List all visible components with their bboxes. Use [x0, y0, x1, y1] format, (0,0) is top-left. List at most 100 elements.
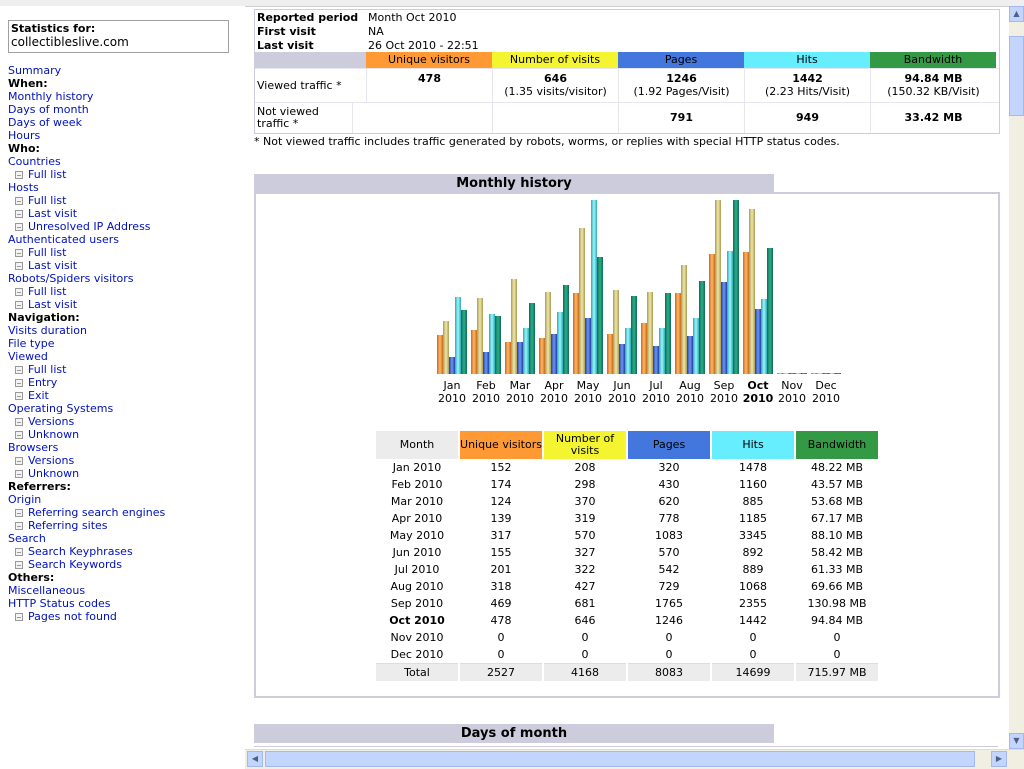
menu-viewed-exit-link[interactable]: Exit	[28, 389, 49, 402]
cell-month: Apr 2010	[376, 510, 460, 527]
menu-viewed-link[interactable]: Viewed	[8, 350, 48, 363]
submenu-icon	[15, 509, 23, 517]
menu-browsers-versions[interactable]: Versions	[8, 454, 243, 467]
submenu-icon	[15, 613, 23, 621]
table-row: May 2010 317 570 1083 3345 88.10 MB	[376, 527, 880, 544]
viewed-visits-sub: (1.35 visits/visitor)	[504, 85, 607, 98]
cell-hits: 1478	[711, 459, 796, 476]
menu-referring-sites[interactable]: Referring sites	[8, 519, 243, 532]
scroll-right-button[interactable]: ▶	[991, 751, 1007, 767]
menu-robots-link[interactable]: Robots/Spiders visitors	[8, 272, 134, 285]
horizontal-scrollbar[interactable]: ◀ ▶	[245, 749, 1024, 769]
menu-auth-last-visit[interactable]: Last visit	[8, 259, 243, 272]
menu-search-keyphrases-link[interactable]: Search Keyphrases	[28, 545, 133, 558]
menu-hosts-last-visit-link[interactable]: Last visit	[28, 207, 78, 220]
menu-search[interactable]: Search	[8, 532, 243, 545]
menu-viewed-full-list-link[interactable]: Full list	[28, 363, 67, 376]
menu-days-of-week-link[interactable]: Days of week	[8, 116, 82, 129]
menu-operating-systems-link[interactable]: Operating Systems	[8, 402, 114, 415]
menu-auth-full-list-link[interactable]: Full list	[28, 246, 67, 259]
menu-search-link[interactable]: Search	[8, 532, 46, 545]
menu-visits-duration-link[interactable]: Visits duration	[8, 324, 87, 337]
menu-referring-search-engines-link[interactable]: Referring search engines	[28, 506, 166, 519]
menu-browsers-unknown-link[interactable]: Unknown	[28, 467, 80, 480]
menu-auth-last-visit-link[interactable]: Last visit	[28, 259, 78, 272]
menu-viewed-exit[interactable]: Exit	[8, 389, 243, 402]
menu-unresolved-ip-link[interactable]: Unresolved IP Address	[28, 220, 151, 233]
menu-viewed-full-list[interactable]: Full list	[8, 363, 243, 376]
menu-pages-not-found-link[interactable]: Pages not found	[28, 610, 117, 623]
menu-days-of-month[interactable]: Days of month	[8, 103, 243, 116]
menu-search-keywords-link[interactable]: Search Keywords	[28, 558, 122, 571]
menu-robots-full-list[interactable]: Full list	[8, 285, 243, 298]
menu-os-versions[interactable]: Versions	[8, 415, 243, 428]
menu-viewed-entry[interactable]: Entry	[8, 376, 243, 389]
vertical-scrollbar[interactable]: ▲ ▼	[1009, 6, 1024, 749]
menu-countries-full-list-link[interactable]: Full list	[28, 168, 67, 181]
menu-robots-last-visit-link[interactable]: Last visit	[28, 298, 78, 311]
days-of-month-panel-top	[254, 746, 998, 747]
menu-robots-last-visit[interactable]: Last visit	[8, 298, 243, 311]
menu-summary-link[interactable]: Summary	[8, 64, 62, 77]
menu-browsers-unknown[interactable]: Unknown	[8, 467, 243, 480]
menu-hosts[interactable]: Hosts	[8, 181, 243, 194]
scroll-down-button[interactable]: ▼	[1009, 733, 1024, 749]
menu-days-of-month-link[interactable]: Days of month	[8, 103, 89, 116]
scroll-left-button[interactable]: ◀	[247, 751, 263, 767]
menu-http-status[interactable]: HTTP Status codes	[8, 597, 243, 610]
menu-hours-link[interactable]: Hours	[8, 129, 41, 142]
menu-summary[interactable]: Summary	[8, 64, 243, 77]
first-visit-row: First visit NA	[255, 24, 999, 38]
menu-search-keyphrases[interactable]: Search Keyphrases	[8, 545, 243, 558]
menu-days-of-week[interactable]: Days of week	[8, 116, 243, 129]
menu-authenticated-users[interactable]: Authenticated users	[8, 233, 243, 246]
menu-origin-link[interactable]: Origin	[8, 493, 42, 506]
menu-os-unknown-link[interactable]: Unknown	[28, 428, 80, 441]
monthly-table-header: Month Unique visitors Number of visits P…	[376, 431, 880, 459]
menu-os-versions-link[interactable]: Versions	[28, 415, 75, 428]
cell-unique-visitors: 155	[459, 544, 544, 561]
menu-monthly-history[interactable]: Monthly history	[8, 90, 243, 103]
menu-auth-full-list[interactable]: Full list	[8, 246, 243, 259]
not-viewed-hits: 949	[744, 103, 870, 133]
menu-referring-search-engines[interactable]: Referring search engines	[8, 506, 243, 519]
vertical-scroll-thumb[interactable]	[1009, 36, 1024, 116]
bar-unique-nov	[777, 373, 783, 374]
menu-search-keywords[interactable]: Search Keywords	[8, 558, 243, 571]
bar-bandwidth-mar	[529, 303, 535, 374]
menu-hosts-last-visit[interactable]: Last visit	[8, 207, 243, 220]
menu-countries-full-list[interactable]: Full list	[8, 168, 243, 181]
menu-robots-full-list-link[interactable]: Full list	[28, 285, 67, 298]
menu-browsers[interactable]: Browsers	[8, 441, 243, 454]
menu-countries-link[interactable]: Countries	[8, 155, 61, 168]
menu-referring-sites-link[interactable]: Referring sites	[28, 519, 108, 532]
menu-file-type[interactable]: File type	[8, 337, 243, 350]
menu-unresolved-ip[interactable]: Unresolved IP Address	[8, 220, 243, 233]
scroll-up-button[interactable]: ▲	[1009, 6, 1024, 22]
menu-viewed[interactable]: Viewed	[8, 350, 243, 363]
menu-operating-systems[interactable]: Operating Systems	[8, 402, 243, 415]
menu-browsers-link[interactable]: Browsers	[8, 441, 59, 454]
menu-hosts-full-list[interactable]: Full list	[8, 194, 243, 207]
menu-http-status-link[interactable]: HTTP Status codes	[8, 597, 111, 610]
menu-hours[interactable]: Hours	[8, 129, 243, 142]
menu-monthly-history-link[interactable]: Monthly history	[8, 90, 94, 103]
menu-countries[interactable]: Countries	[8, 155, 243, 168]
menu-hosts-link[interactable]: Hosts	[8, 181, 39, 194]
menu-visits-duration[interactable]: Visits duration	[8, 324, 243, 337]
submenu-icon	[15, 470, 23, 478]
x-tick-label: 2010	[540, 392, 568, 405]
menu-origin[interactable]: Origin	[8, 493, 243, 506]
menu-robots[interactable]: Robots/Spiders visitors	[8, 272, 243, 285]
horizontal-scroll-thumb[interactable]	[265, 751, 975, 767]
menu-file-type-link[interactable]: File type	[8, 337, 55, 350]
menu-hosts-full-list-link[interactable]: Full list	[28, 194, 67, 207]
menu-browsers-versions-link[interactable]: Versions	[28, 454, 75, 467]
menu-miscellaneous[interactable]: Miscellaneous	[8, 584, 243, 597]
bar-pages-nov	[789, 373, 795, 374]
menu-pages-not-found[interactable]: Pages not found	[8, 610, 243, 623]
menu-authenticated-users-link[interactable]: Authenticated users	[8, 233, 119, 246]
menu-miscellaneous-link[interactable]: Miscellaneous	[8, 584, 86, 597]
menu-os-unknown[interactable]: Unknown	[8, 428, 243, 441]
menu-viewed-entry-link[interactable]: Entry	[28, 376, 58, 389]
